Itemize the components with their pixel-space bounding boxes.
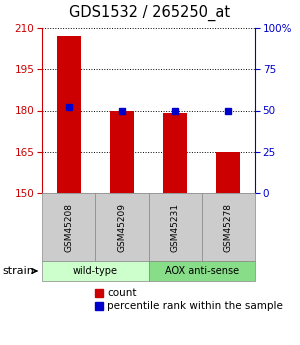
Text: GSM45208: GSM45208 [64, 203, 73, 252]
Text: count: count [107, 288, 136, 298]
Text: GSM45278: GSM45278 [224, 203, 233, 252]
Text: GSM45209: GSM45209 [117, 203, 126, 252]
Bar [216, 152, 240, 193]
Bar [163, 113, 187, 193]
Text: GSM45231: GSM45231 [171, 203, 180, 252]
Text: AOX anti-sense: AOX anti-sense [165, 266, 239, 276]
Bar [110, 110, 134, 193]
Bar [57, 36, 81, 193]
Text: strain: strain [2, 266, 34, 276]
Text: GDS1532 / 265250_at: GDS1532 / 265250_at [69, 5, 231, 21]
Text: wild-type: wild-type [73, 266, 118, 276]
Text: percentile rank within the sample: percentile rank within the sample [107, 301, 283, 311]
